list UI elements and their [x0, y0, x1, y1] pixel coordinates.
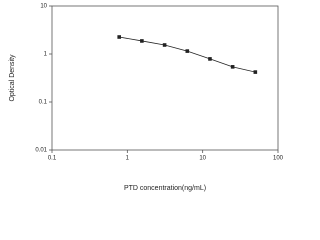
x-tick-label: 10: [199, 156, 206, 162]
x-tick-label: 1: [126, 156, 130, 162]
page: {"chart_data": {"type": "scatter", "x_la…: [8, 3, 284, 192]
x-axis-label: PTD concentration(ng/mL): [124, 185, 206, 192]
y-tick-label: 1: [44, 52, 48, 58]
point: [208, 57, 212, 61]
y-tick-label: 0.01: [35, 148, 47, 154]
point: [140, 39, 144, 43]
point: [117, 35, 122, 39]
y-axis-label: Optical Density: [9, 54, 16, 102]
x-tick-label: 0.1: [48, 156, 57, 162]
point: [230, 65, 235, 69]
y-tick-label: 0.1: [39, 100, 48, 106]
y-tick-label: 10: [40, 4, 47, 10]
point: [162, 43, 167, 47]
point: [185, 49, 190, 53]
plot-frame: [51, 5, 279, 151]
chart: PTD concentration(ng/mL) Optical Density…: [9, 4, 284, 192]
curve: [119, 36, 256, 73]
x-tick-label: 100: [273, 156, 284, 162]
point: [253, 70, 258, 74]
